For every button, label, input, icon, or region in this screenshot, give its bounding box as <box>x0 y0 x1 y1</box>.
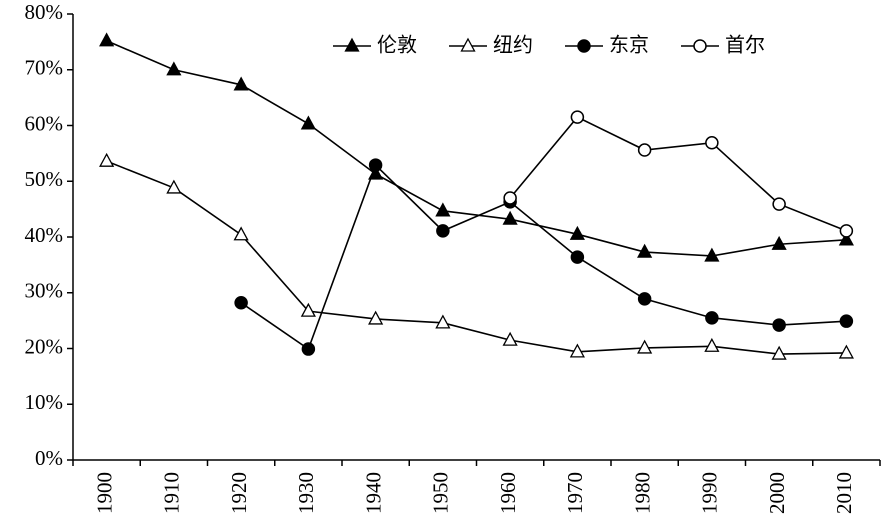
data-point <box>99 152 115 167</box>
data-point <box>435 202 451 217</box>
data-point <box>503 191 517 205</box>
data-point <box>637 143 652 157</box>
series-line <box>106 160 847 355</box>
data-point <box>234 296 248 310</box>
x-tick-label: 1950 <box>429 472 453 514</box>
series-line <box>240 163 847 351</box>
x-tick-label: 1920 <box>227 472 251 514</box>
series-line <box>509 116 847 232</box>
data-point <box>839 224 854 238</box>
data-point <box>838 344 854 359</box>
x-tick-label: 1930 <box>294 472 318 514</box>
data-point <box>771 235 787 250</box>
legend-label: 首尔 <box>725 33 765 57</box>
series-line <box>106 40 847 257</box>
data-point <box>569 343 585 358</box>
data-point <box>435 314 451 329</box>
data-point <box>233 226 249 241</box>
x-tick-label: 1960 <box>496 472 520 514</box>
data-point <box>300 115 316 130</box>
x-tick-label: 1940 <box>361 472 385 514</box>
data-point <box>502 331 518 346</box>
legend-marker <box>693 39 707 53</box>
data-point <box>704 247 720 262</box>
legend-marker <box>344 37 360 52</box>
data-point <box>436 224 450 238</box>
data-point <box>771 345 787 360</box>
data-point <box>502 210 518 225</box>
x-tick-label: 1970 <box>563 472 587 514</box>
y-tick-label: 80% <box>25 0 64 24</box>
x-tick-label: 1900 <box>92 472 116 514</box>
x-tick-label: 1980 <box>630 472 654 514</box>
y-tick-label: 50% <box>25 167 64 191</box>
data-point <box>368 158 383 172</box>
data-point <box>570 110 585 124</box>
data-point <box>166 61 182 76</box>
data-point <box>772 197 786 211</box>
y-tick-label: 10% <box>25 390 64 414</box>
x-tick-label: 2000 <box>765 472 789 514</box>
data-point <box>839 314 854 328</box>
legend-marker <box>577 39 591 53</box>
y-tick-label: 70% <box>25 56 64 80</box>
data-point <box>99 32 115 47</box>
data-point <box>570 250 585 264</box>
legend: 伦敦 纽约 东京 首尔 <box>333 33 765 57</box>
y-tick-label: 40% <box>25 223 64 247</box>
legend-label: 伦敦 <box>377 33 417 57</box>
data-point <box>637 243 653 258</box>
data-point <box>704 337 720 352</box>
data-point <box>301 342 316 356</box>
y-tick-label: 20% <box>25 334 64 358</box>
x-tick-label: 1910 <box>160 472 184 514</box>
data-point <box>637 339 653 354</box>
y-tick-label: 0% <box>35 446 63 470</box>
data-point <box>705 311 719 325</box>
data-point <box>637 292 652 306</box>
x-tick-label: 2010 <box>832 472 856 514</box>
data-point <box>166 179 182 194</box>
data-point <box>368 310 384 325</box>
legend-marker <box>460 37 476 52</box>
x-tick-label: 1990 <box>698 472 722 514</box>
data-point <box>233 76 249 91</box>
data-point <box>772 318 786 332</box>
y-tick-label: 30% <box>25 279 64 303</box>
legend-label: 东京 <box>609 33 649 57</box>
data-point <box>838 231 854 246</box>
legend-label: 纽约 <box>493 33 533 57</box>
data-point <box>705 136 719 150</box>
data-point <box>300 302 316 317</box>
data-point <box>368 165 384 180</box>
data-point <box>569 225 585 240</box>
y-tick-label: 60% <box>25 111 64 135</box>
